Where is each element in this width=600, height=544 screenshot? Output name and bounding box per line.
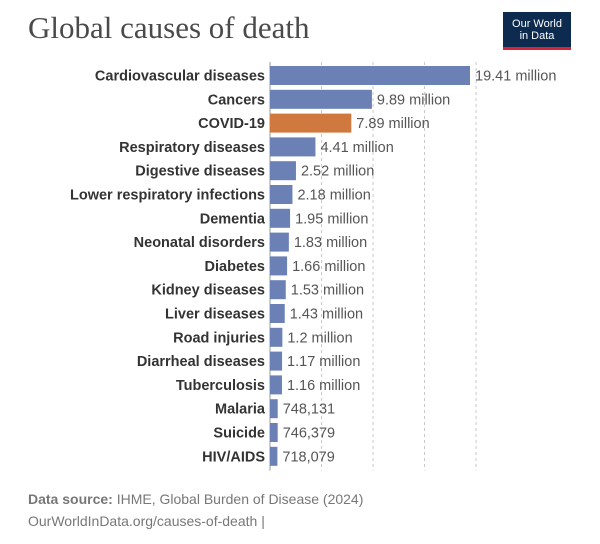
chart-title: Global causes of death <box>28 10 310 45</box>
data-source-text: IHME, Global Burden of Disease (2024) <box>116 491 364 507</box>
value-label: 4.41 million <box>320 140 393 156</box>
logo-line-1: Our World <box>512 18 562 30</box>
bar[interactable] <box>270 423 278 442</box>
value-label: 1.16 million <box>287 378 360 394</box>
category-label: COVID-19 <box>198 116 265 132</box>
category-label: Malaria <box>215 402 266 418</box>
value-label: 1.95 million <box>295 211 368 227</box>
bar[interactable] <box>270 89 372 109</box>
bar[interactable] <box>270 280 286 300</box>
category-label: Dementia <box>200 211 266 227</box>
category-label: HIV/AIDS <box>202 449 265 465</box>
value-label: 2.18 million <box>297 188 370 204</box>
category-label: Respiratory diseases <box>119 140 265 156</box>
bar[interactable] <box>270 208 291 228</box>
category-label: Kidney diseases <box>151 283 265 299</box>
category-label: Neonatal disorders <box>134 235 265 251</box>
category-label: Liver diseases <box>165 307 265 323</box>
category-label: Suicide <box>213 426 265 442</box>
category-label: Lower respiratory infections <box>70 188 265 204</box>
value-label: 19.41 million <box>475 69 556 85</box>
bar[interactable] <box>270 161 296 181</box>
bar[interactable] <box>270 399 278 419</box>
bar[interactable] <box>270 351 283 371</box>
bar[interactable] <box>270 66 470 85</box>
value-label: 1.83 million <box>294 235 367 251</box>
logo-line-2: in Data <box>519 30 555 42</box>
value-label: 2.52 million <box>301 164 374 180</box>
bar[interactable] <box>270 375 282 395</box>
data-source-line: Data source: IHME, Global Burden of Dise… <box>28 488 363 510</box>
bar[interactable] <box>270 327 283 347</box>
value-label: 1.43 million <box>290 307 363 323</box>
bar[interactable] <box>270 113 352 133</box>
category-label: Cancers <box>208 92 265 108</box>
category-label: Cardiovascular diseases <box>95 69 265 85</box>
bar[interactable] <box>270 256 288 276</box>
owid-logo[interactable]: Our World in Data <box>503 12 571 50</box>
value-label: 7.89 million <box>356 116 429 132</box>
value-label: 718,079 <box>282 449 334 465</box>
value-label: 1.66 million <box>292 259 365 275</box>
value-label: 748,131 <box>283 402 335 418</box>
bar[interactable] <box>270 232 289 252</box>
footer: Data source: IHME, Global Burden of Dise… <box>28 488 363 532</box>
source-url[interactable]: OurWorldInData.org/causes-of-death | <box>28 513 265 529</box>
category-label: Diabetes <box>205 259 265 275</box>
value-label: 1.17 million <box>287 354 360 370</box>
value-label: 1.2 million <box>287 330 352 346</box>
category-label: Digestive diseases <box>135 164 265 180</box>
value-label: 746,379 <box>283 426 335 442</box>
category-label: Tuberculosis <box>176 378 265 394</box>
value-label: 1.53 million <box>291 283 364 299</box>
bar[interactable] <box>270 446 278 466</box>
category-label: Diarrheal diseases <box>137 354 265 370</box>
bar[interactable] <box>270 304 285 323</box>
bar-chart: Cardiovascular diseases 19.41 million Canc… <box>70 62 556 471</box>
bar[interactable] <box>270 137 316 157</box>
category-label: Road injuries <box>173 330 265 346</box>
data-source-label: Data source: <box>28 491 113 507</box>
value-label: 9.89 million <box>377 92 450 108</box>
bar[interactable] <box>270 185 293 204</box>
